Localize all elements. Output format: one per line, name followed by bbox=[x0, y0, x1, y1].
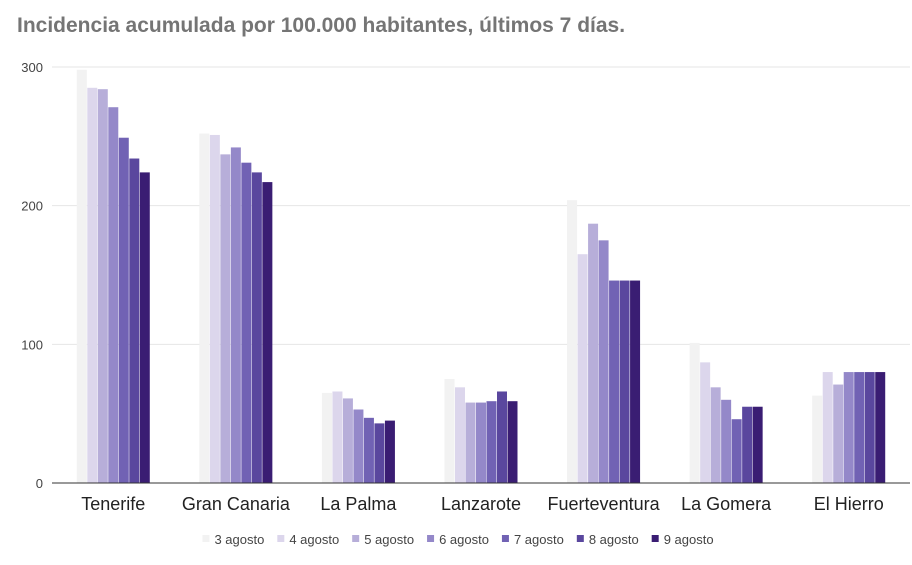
y-tick-label: 100 bbox=[21, 337, 43, 352]
legend-item-label: 8 agosto bbox=[589, 532, 639, 547]
x-tick-label: Lanzarote bbox=[441, 494, 521, 514]
bar bbox=[262, 182, 273, 484]
bar bbox=[199, 133, 210, 483]
legend-item-label: 3 agosto bbox=[214, 532, 264, 547]
bar bbox=[609, 280, 620, 483]
bar bbox=[833, 384, 844, 483]
bar bbox=[455, 387, 465, 483]
bar bbox=[97, 89, 108, 483]
legend-swatch bbox=[576, 535, 584, 542]
bar bbox=[129, 158, 140, 483]
bar bbox=[108, 107, 119, 484]
bar bbox=[374, 423, 385, 483]
bar bbox=[577, 254, 588, 483]
legend-swatch bbox=[651, 535, 659, 542]
bar bbox=[864, 372, 875, 483]
legend-item-label: 7 agosto bbox=[514, 532, 564, 547]
bar bbox=[321, 392, 332, 483]
bar bbox=[139, 172, 150, 484]
x-tick-label: Fuerteventura bbox=[548, 494, 661, 514]
legend-swatch bbox=[427, 535, 435, 542]
legend: 3 agosto 4 agosto 5 agosto 6 agosto 7 agosto… bbox=[202, 532, 714, 547]
bar bbox=[476, 402, 486, 483]
legend-swatch bbox=[501, 535, 509, 542]
bar bbox=[598, 240, 609, 483]
y-axis-ticks: 0 100 200 300 bbox=[21, 60, 43, 491]
x-tick-label: La Palma bbox=[320, 494, 397, 514]
bar bbox=[76, 69, 87, 484]
bar bbox=[721, 399, 732, 483]
bar bbox=[118, 137, 129, 483]
bar bbox=[384, 420, 395, 483]
x-tick-label: La Gomera bbox=[681, 494, 772, 514]
bar bbox=[588, 223, 599, 483]
bar bbox=[731, 419, 742, 483]
bar bbox=[812, 395, 823, 483]
bar bbox=[875, 372, 886, 483]
bar bbox=[87, 87, 98, 484]
bar bbox=[567, 200, 578, 483]
bar bbox=[363, 417, 374, 483]
bar bbox=[444, 379, 455, 483]
bar bbox=[332, 391, 343, 483]
bar bbox=[822, 372, 833, 483]
legend-swatch bbox=[202, 535, 210, 542]
bar bbox=[220, 154, 231, 484]
bar bbox=[342, 398, 353, 483]
legend-swatch bbox=[277, 535, 285, 542]
bar bbox=[710, 387, 721, 483]
bar bbox=[230, 147, 241, 483]
bar bbox=[700, 362, 711, 483]
legend-item-label: 5 agosto bbox=[364, 532, 414, 547]
bar bbox=[742, 406, 753, 483]
x-tick-label: El Hierro bbox=[814, 494, 884, 514]
bar bbox=[241, 162, 252, 483]
bar bbox=[854, 372, 865, 483]
y-tick-label: 300 bbox=[21, 60, 43, 75]
chart-title: Incidencia acumulada por 100.000 habitan… bbox=[17, 14, 626, 37]
bar bbox=[689, 342, 700, 483]
legend-item-label: 9 agosto bbox=[664, 532, 714, 547]
bar bbox=[619, 280, 630, 483]
bar bbox=[353, 409, 364, 483]
y-tick-label: 200 bbox=[21, 199, 43, 214]
bar bbox=[486, 401, 497, 483]
legend-item-label: 4 agosto bbox=[289, 532, 339, 547]
bar bbox=[465, 402, 476, 483]
bar bbox=[752, 406, 763, 483]
legend-item-label: 6 agosto bbox=[439, 532, 489, 547]
bar bbox=[630, 280, 641, 483]
gridlines bbox=[52, 66, 910, 345]
bar bbox=[843, 372, 854, 483]
x-axis-ticks: Tenerife Gran Canaria La Palma Lanzarote Fue… bbox=[81, 494, 883, 514]
bar bbox=[209, 134, 220, 484]
bar bbox=[507, 401, 518, 483]
bar bbox=[251, 172, 262, 484]
x-tick-label: Tenerife bbox=[81, 494, 145, 514]
y-tick-label: 0 bbox=[36, 476, 43, 491]
bar bbox=[497, 391, 507, 483]
x-tick-label: Gran Canaria bbox=[182, 494, 291, 514]
bars bbox=[76, 69, 886, 484]
legend-swatch bbox=[352, 535, 360, 542]
